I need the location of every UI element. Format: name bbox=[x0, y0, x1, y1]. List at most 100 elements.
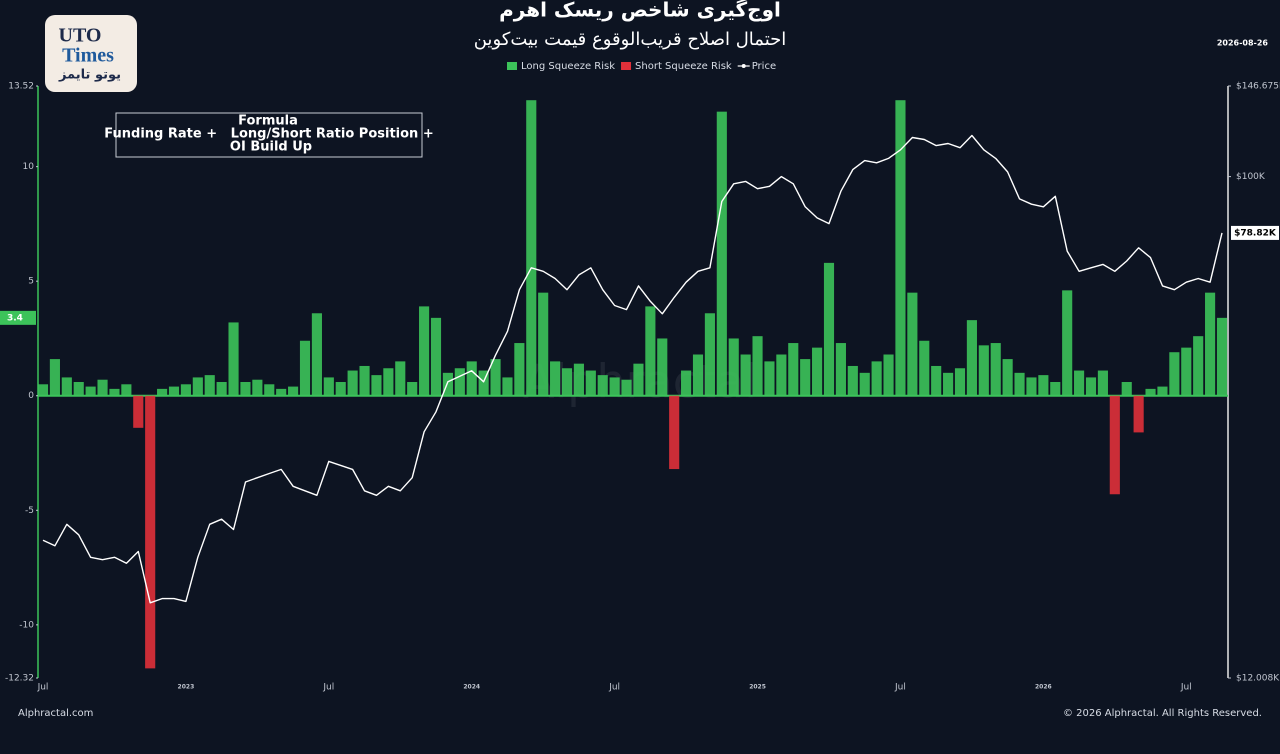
x-tick-label: Jul bbox=[37, 683, 49, 693]
bar bbox=[776, 354, 787, 396]
bar bbox=[621, 379, 632, 396]
bar bbox=[1038, 375, 1049, 396]
x-tick-label: Jul bbox=[322, 683, 334, 693]
bar bbox=[943, 372, 954, 396]
legend-swatch bbox=[507, 62, 517, 70]
bar bbox=[1205, 292, 1216, 396]
y-tick-label: 0 bbox=[28, 391, 34, 401]
bar bbox=[823, 262, 835, 396]
bar bbox=[288, 386, 299, 396]
bar bbox=[550, 361, 561, 396]
bar bbox=[1014, 372, 1025, 396]
bar bbox=[383, 368, 394, 396]
bar bbox=[1121, 382, 1132, 396]
bar bbox=[264, 384, 275, 396]
y2-tick-label: $146.675K bbox=[1236, 82, 1280, 92]
bar bbox=[657, 338, 668, 396]
formula-frame bbox=[115, 112, 423, 158]
bar bbox=[788, 343, 799, 396]
bar bbox=[1002, 359, 1013, 396]
bar bbox=[1157, 386, 1168, 396]
bar bbox=[430, 317, 442, 396]
date: 2026-08-26 bbox=[1217, 39, 1269, 48]
legend-label: Short Squeeze Risk bbox=[635, 61, 732, 72]
price-marker bbox=[1231, 225, 1279, 240]
bar bbox=[371, 375, 382, 396]
bar bbox=[85, 386, 96, 396]
bar bbox=[716, 111, 727, 396]
logo-text: Times bbox=[62, 45, 114, 67]
price-marker-label: $78.82K bbox=[1234, 228, 1277, 238]
bar bbox=[216, 382, 227, 396]
bar bbox=[859, 372, 870, 396]
bar bbox=[311, 313, 322, 396]
logo-text: یوتو تایمز bbox=[58, 68, 121, 83]
bar bbox=[204, 375, 215, 396]
bar bbox=[419, 306, 430, 396]
value-marker bbox=[0, 310, 36, 325]
x-tick-label: 2024 bbox=[463, 684, 480, 691]
bar bbox=[502, 377, 513, 396]
bar bbox=[97, 379, 108, 396]
bar bbox=[1181, 347, 1192, 396]
bar bbox=[109, 388, 120, 396]
bar bbox=[835, 343, 846, 396]
bar bbox=[1109, 395, 1120, 495]
bar bbox=[764, 361, 775, 396]
x-tick-label: 2023 bbox=[178, 684, 195, 691]
x-tick-label: Jul bbox=[608, 683, 620, 693]
logo-text: UTO bbox=[59, 25, 102, 47]
bar bbox=[669, 395, 680, 470]
bar bbox=[466, 361, 477, 396]
bar bbox=[228, 322, 239, 396]
legend-swatch bbox=[621, 62, 632, 70]
bar bbox=[1050, 382, 1061, 396]
y2-tick-label: $12.008K bbox=[1236, 674, 1280, 684]
bar bbox=[847, 365, 858, 396]
logo: UTO Times یوتو تایمز bbox=[45, 15, 137, 92]
value-marker-label: 3.4 bbox=[7, 313, 23, 323]
bar bbox=[133, 395, 144, 428]
bar bbox=[812, 347, 823, 396]
bar bbox=[1026, 377, 1037, 396]
bar bbox=[1085, 377, 1097, 396]
bar bbox=[633, 363, 644, 396]
x-tick-label: Jul bbox=[894, 683, 906, 693]
copyright: © 2026 Alphractal. All Rights Reserved. bbox=[1063, 708, 1262, 719]
bar bbox=[526, 100, 537, 396]
bar bbox=[704, 313, 715, 396]
bar bbox=[990, 343, 1001, 396]
bar bbox=[1216, 317, 1228, 396]
bar bbox=[692, 354, 704, 396]
bar bbox=[800, 359, 811, 396]
y-tick-label: -10 bbox=[19, 620, 34, 630]
x-tick-label: Jul bbox=[1180, 683, 1192, 693]
price-line bbox=[42, 134, 1223, 604]
bar bbox=[514, 343, 525, 396]
bar bbox=[276, 388, 287, 396]
bar bbox=[585, 370, 596, 396]
bar bbox=[454, 368, 465, 396]
bar bbox=[561, 368, 573, 396]
bar bbox=[895, 100, 906, 396]
bar bbox=[871, 361, 882, 396]
bar bbox=[919, 340, 930, 396]
bar bbox=[168, 386, 180, 396]
bar bbox=[180, 384, 191, 396]
bar bbox=[49, 359, 60, 396]
bar bbox=[252, 379, 263, 396]
bar bbox=[645, 306, 656, 396]
bar bbox=[145, 395, 156, 669]
bar bbox=[1133, 395, 1144, 433]
chart-subtitle: احتمال اصلاح قریب‌الوقوع قیمت بیت‌کوین bbox=[474, 29, 787, 50]
x-tick-label: 2025 bbox=[749, 684, 766, 691]
bar bbox=[907, 292, 918, 396]
y-tick-label: -12.32 bbox=[5, 674, 34, 684]
bar bbox=[573, 363, 584, 396]
x-tick-label: 2026 bbox=[1035, 684, 1052, 691]
bar bbox=[395, 361, 406, 396]
y-tick-label: 10 bbox=[23, 162, 35, 172]
bar bbox=[752, 336, 763, 396]
bar bbox=[1169, 352, 1180, 396]
